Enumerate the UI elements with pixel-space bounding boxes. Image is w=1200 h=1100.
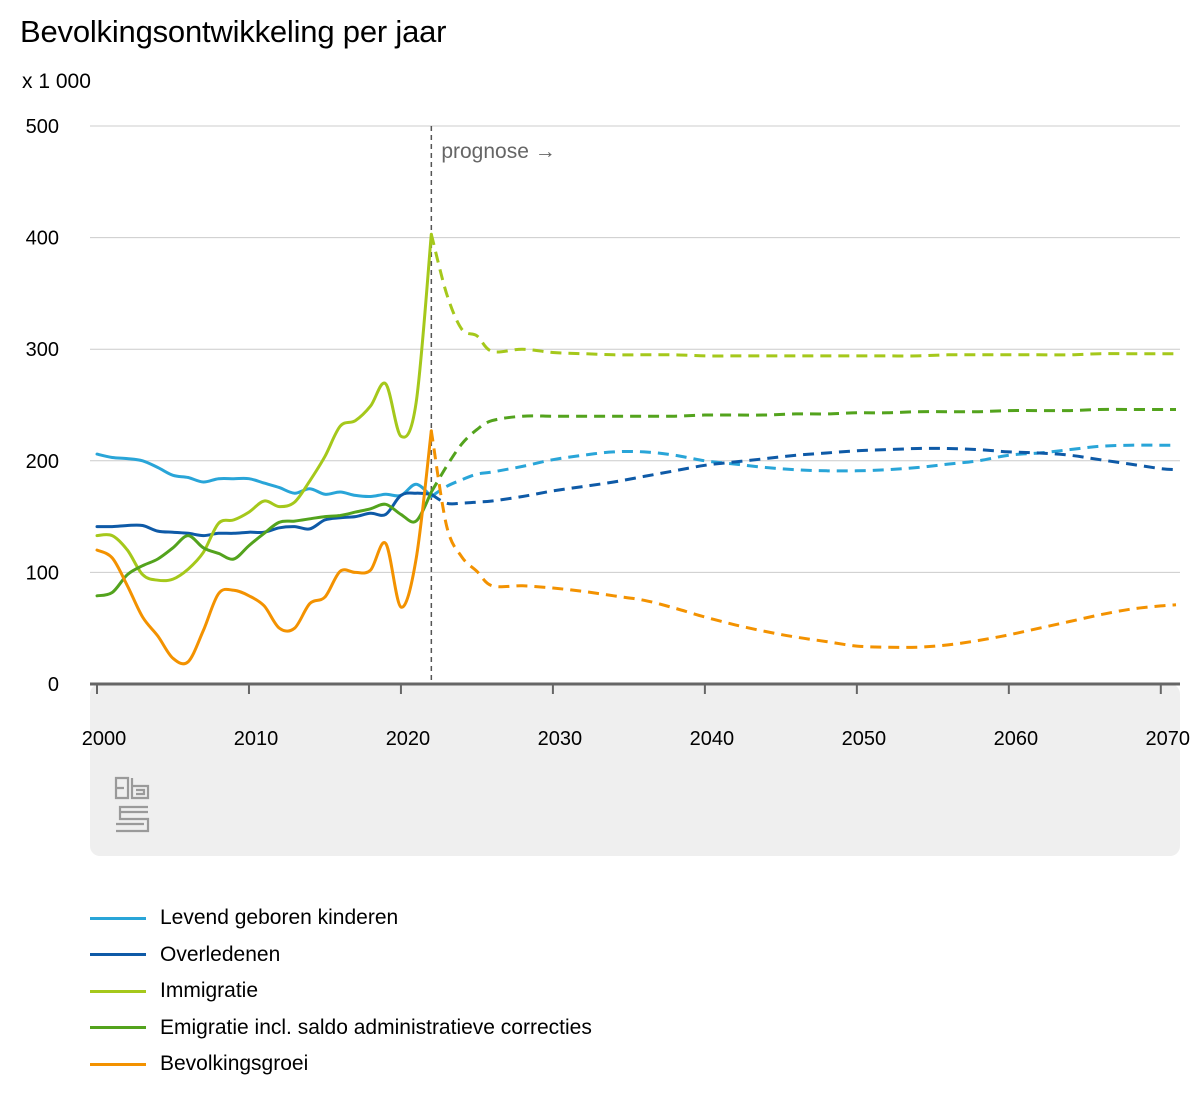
x-tick-label: 2020: [386, 728, 431, 750]
legend: Levend geboren kinderen Overledenen Immigr…: [90, 900, 592, 1083]
x-tick-label: 2010: [234, 728, 279, 750]
legend-item-emigration[interactable]: Emigratie incl. saldo administratieve co…: [90, 1010, 592, 1047]
series-line-emigration: [95, 490, 433, 598]
forecast-label: prognose →: [441, 140, 555, 163]
series-forecast-deaths: [430, 446, 1177, 506]
series-forecast-emigration: [430, 407, 1176, 493]
y-tick-label: 200: [26, 451, 59, 473]
line-chart: 0 100 200 300 400 500 2000 2010 2020 2030 2040 205…: [26, 116, 1190, 856]
x-tick-label: 2060: [994, 728, 1039, 750]
x-tick-label: 2030: [538, 728, 583, 750]
legend-item-births[interactable]: Levend geboren kinderen: [90, 900, 592, 937]
y-tick-label: 300: [26, 339, 59, 361]
y-tick-label: 500: [26, 116, 59, 138]
x-tick-label: 2070: [1146, 728, 1191, 750]
x-axis-band: [90, 684, 1180, 856]
legend-swatch: [90, 916, 146, 920]
series-lines: [95, 232, 1177, 666]
legend-item-deaths[interactable]: Overledenen: [90, 937, 592, 974]
legend-item-growth[interactable]: Bevolkingsgroei: [90, 1046, 592, 1083]
x-ticks: 2000 2010 2020 2030 2040 2050 2060 2070: [82, 684, 1190, 750]
series-forecast-immigration: [429, 233, 1176, 358]
series-line-deaths: [95, 491, 433, 538]
x-tick-label: 2040: [690, 728, 735, 750]
legend-swatch: [90, 953, 146, 957]
y-tick-label: 0: [48, 674, 59, 696]
y-tick-label: 100: [26, 562, 59, 584]
legend-label: Immigratie: [160, 979, 259, 1003]
x-tick-label: 2000: [82, 728, 127, 750]
y-axis-unit: x 1 000: [22, 70, 91, 93]
series-line-births: [95, 452, 433, 499]
legend-label: Emigratie incl. saldo administratieve co…: [160, 1015, 592, 1039]
x-tick-label: 2050: [842, 728, 887, 750]
series-line-immigration: [95, 232, 433, 583]
cbs-logo-icon: [114, 776, 150, 833]
series-line-growth: [95, 429, 433, 666]
gridlines: [90, 125, 1180, 573]
legend-item-immigration[interactable]: Immigratie: [90, 973, 592, 1010]
legend-label: Overledenen: [160, 942, 281, 966]
legend-swatch: [90, 989, 146, 993]
legend-label: Levend geboren kinderen: [160, 906, 399, 930]
legend-swatch: [90, 1026, 146, 1030]
y-tick-labels: 0 100 200 300 400 500: [26, 116, 59, 696]
series-forecast-births: [430, 443, 1176, 498]
legend-swatch: [90, 1062, 146, 1066]
series-forecast-growth: [429, 430, 1177, 649]
y-tick-label: 400: [26, 228, 59, 250]
chart-title: Bevolkingsontwikkeling per jaar: [20, 14, 447, 49]
legend-label: Bevolkingsgroei: [160, 1052, 309, 1076]
